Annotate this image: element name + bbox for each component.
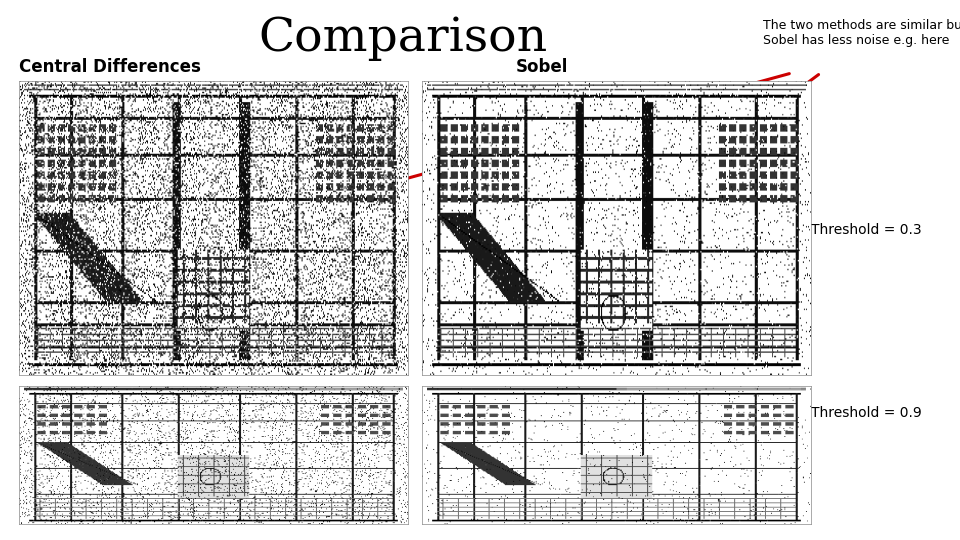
- Text: The two methods are similar but
Sobel has less noise e.g. here: The two methods are similar but Sobel ha…: [763, 19, 960, 47]
- Text: Comparison: Comparison: [258, 16, 548, 62]
- Text: Threshold = 0.9: Threshold = 0.9: [811, 406, 922, 420]
- Text: Threshold = 0.3: Threshold = 0.3: [811, 222, 922, 237]
- Text: Sobel: Sobel: [516, 58, 568, 77]
- Text: Central Differences: Central Differences: [19, 58, 202, 77]
